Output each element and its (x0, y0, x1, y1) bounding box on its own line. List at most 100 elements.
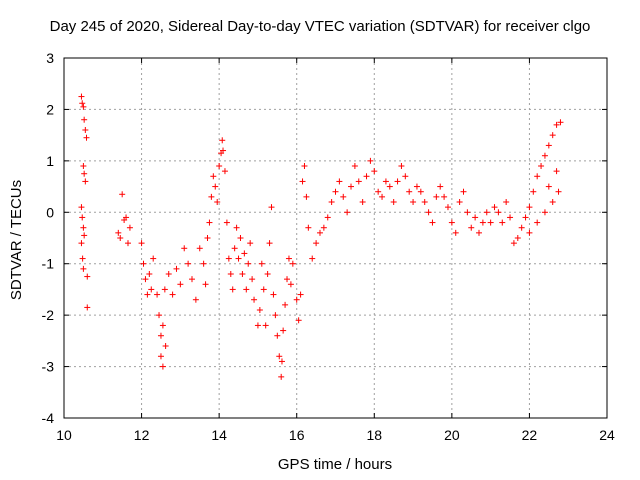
data-point (460, 188, 467, 195)
data-point (444, 204, 451, 211)
data-point (402, 173, 409, 180)
data-point (169, 291, 176, 298)
data-point (268, 204, 275, 211)
data-point (78, 240, 85, 247)
data-point (210, 173, 217, 180)
data-point (225, 255, 232, 262)
data-point (156, 312, 163, 319)
data-point (503, 199, 510, 205)
data-point (284, 276, 291, 283)
data-point (270, 291, 277, 298)
data-point (305, 224, 312, 231)
data-point (425, 209, 432, 216)
data-point (289, 260, 296, 267)
data-point (316, 229, 323, 236)
data-point (272, 312, 279, 319)
data-point (433, 193, 440, 200)
data-point (81, 170, 88, 177)
data-point (518, 224, 525, 231)
data-point (181, 245, 188, 252)
y-tick-label: -2 (42, 307, 55, 323)
x-tick-label: 22 (522, 427, 538, 443)
gridlines (64, 58, 607, 418)
data-point (162, 343, 169, 349)
data-point (220, 147, 227, 154)
x-tick-label: 16 (289, 427, 305, 443)
data-point (476, 229, 483, 236)
data-point (229, 286, 236, 293)
data-point (80, 265, 87, 272)
data-point (541, 152, 548, 159)
x-tick-label: 10 (56, 427, 72, 443)
data-point (406, 188, 413, 195)
data-point (336, 178, 343, 185)
x-axis-label: GPS time / hours (277, 456, 393, 473)
data-point (173, 265, 180, 272)
data-point (247, 240, 254, 247)
y-tick-label: 2 (46, 101, 54, 117)
data-point (84, 304, 91, 311)
data-point (530, 188, 537, 195)
data-point (553, 168, 560, 175)
data-point (138, 240, 145, 247)
data-point (282, 301, 289, 308)
data-point (202, 281, 209, 288)
x-tick-label: 20 (444, 427, 460, 443)
data-point (274, 332, 281, 339)
data-point (472, 214, 479, 221)
data-point (437, 183, 444, 190)
data-point (231, 245, 238, 252)
data-point (526, 204, 533, 211)
data-point (549, 132, 556, 139)
data-point (495, 209, 502, 216)
data-point (534, 173, 541, 180)
data-point (243, 286, 250, 293)
data-point (441, 193, 448, 200)
y-axis-ticks: 3 2 1 0 -1 -2 -3 -4 (42, 50, 607, 426)
data-point (491, 204, 498, 211)
data-point (142, 276, 149, 283)
data-point (371, 168, 378, 175)
data-point (452, 229, 459, 236)
data-point (123, 214, 130, 221)
data-point (534, 219, 541, 226)
data-point (221, 168, 228, 175)
data-point (266, 240, 273, 247)
data-point (146, 271, 153, 277)
data-point (309, 255, 316, 262)
data-points (78, 93, 564, 380)
plot-frame (63, 57, 608, 419)
data-point (140, 260, 147, 267)
data-point (154, 291, 161, 298)
data-point (351, 163, 358, 169)
data-point (303, 193, 310, 200)
data-point (84, 273, 91, 280)
data-point (227, 271, 234, 277)
data-point (157, 332, 164, 339)
data-point (367, 157, 374, 164)
data-point (219, 137, 226, 144)
data-point (212, 183, 219, 190)
data-point (82, 127, 89, 133)
data-point (287, 281, 294, 288)
x-tick-label: 14 (211, 427, 227, 443)
data-point (553, 121, 560, 128)
data-point (81, 232, 88, 239)
data-point (208, 193, 215, 200)
data-point (148, 286, 155, 293)
data-point (344, 209, 351, 216)
data-point (301, 163, 308, 169)
data-point (514, 235, 521, 241)
data-point (262, 322, 269, 329)
data-point (159, 322, 166, 329)
data-point (363, 173, 370, 180)
data-point (276, 353, 283, 360)
data-point (223, 219, 230, 226)
data-point (235, 255, 242, 262)
data-point (379, 193, 386, 200)
data-point (200, 260, 207, 267)
chart-title: Day 245 of 2020, Sidereal Day-to-day VTE… (49, 18, 591, 35)
y-tick-label: 1 (46, 153, 54, 169)
data-point (204, 235, 211, 241)
data-point (159, 363, 166, 370)
